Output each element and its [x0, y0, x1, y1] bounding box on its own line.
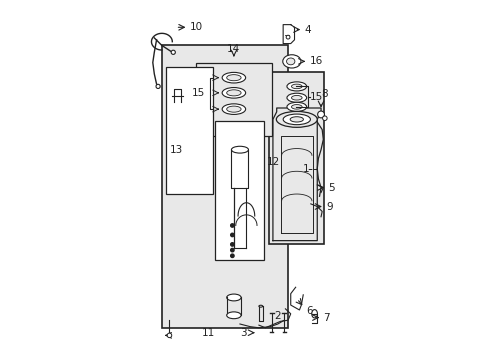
Ellipse shape — [222, 72, 245, 83]
Text: 1: 1 — [303, 164, 309, 174]
Text: 11: 11 — [202, 328, 215, 338]
Circle shape — [322, 116, 326, 121]
Ellipse shape — [286, 93, 306, 102]
Ellipse shape — [311, 310, 317, 318]
Text: 12: 12 — [266, 157, 279, 167]
FancyBboxPatch shape — [165, 67, 213, 194]
Text: 7: 7 — [323, 312, 329, 323]
Ellipse shape — [283, 114, 310, 125]
Ellipse shape — [226, 106, 241, 112]
FancyBboxPatch shape — [196, 63, 271, 136]
Ellipse shape — [289, 117, 303, 122]
Circle shape — [156, 84, 160, 89]
Circle shape — [230, 254, 234, 257]
Circle shape — [285, 35, 289, 39]
Ellipse shape — [291, 95, 302, 100]
Circle shape — [230, 224, 234, 227]
Ellipse shape — [231, 146, 248, 153]
Ellipse shape — [276, 111, 317, 127]
Text: 10: 10 — [189, 22, 202, 32]
Ellipse shape — [286, 102, 306, 111]
Circle shape — [171, 50, 175, 54]
Ellipse shape — [286, 82, 306, 91]
Ellipse shape — [286, 58, 294, 65]
Ellipse shape — [222, 87, 245, 98]
Ellipse shape — [291, 105, 302, 109]
Circle shape — [317, 111, 324, 118]
FancyBboxPatch shape — [162, 45, 287, 328]
FancyBboxPatch shape — [215, 121, 264, 260]
Circle shape — [167, 333, 171, 338]
Ellipse shape — [291, 84, 302, 89]
Text: 4: 4 — [304, 24, 310, 35]
Text: 5: 5 — [328, 183, 335, 193]
Ellipse shape — [226, 90, 241, 96]
Ellipse shape — [226, 294, 241, 301]
Text: 6: 6 — [305, 306, 312, 316]
Text: 14: 14 — [227, 44, 240, 54]
Text: 15: 15 — [309, 92, 322, 102]
Ellipse shape — [226, 312, 241, 319]
Text: 2: 2 — [273, 311, 280, 321]
Text: 9: 9 — [325, 202, 332, 212]
Text: 3: 3 — [239, 328, 246, 338]
FancyBboxPatch shape — [268, 72, 324, 244]
Text: 15: 15 — [191, 88, 204, 98]
Text: 13: 13 — [169, 145, 183, 155]
Text: 16: 16 — [309, 57, 322, 66]
Text: 8: 8 — [321, 89, 327, 99]
Circle shape — [230, 233, 234, 237]
Ellipse shape — [282, 55, 300, 68]
Ellipse shape — [222, 104, 245, 114]
Ellipse shape — [226, 75, 241, 81]
Circle shape — [230, 243, 234, 246]
Ellipse shape — [258, 305, 262, 307]
Circle shape — [230, 248, 234, 252]
